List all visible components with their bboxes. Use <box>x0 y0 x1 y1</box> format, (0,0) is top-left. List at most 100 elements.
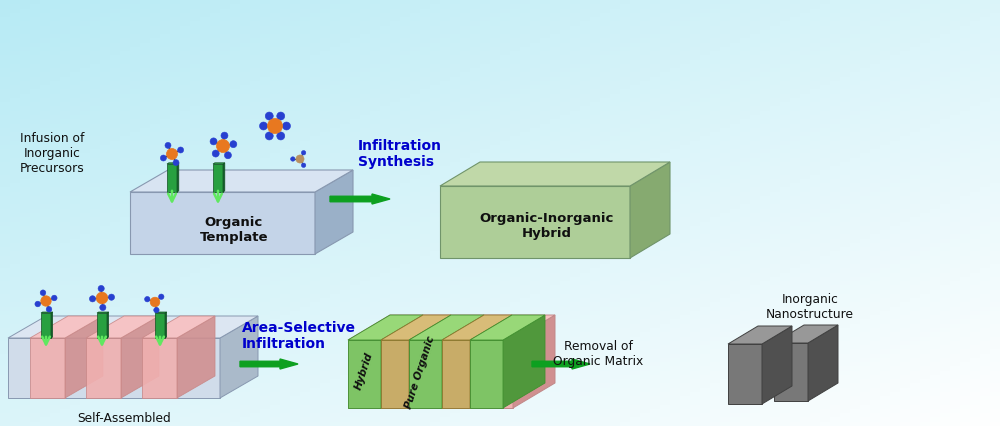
Polygon shape <box>440 162 670 186</box>
Polygon shape <box>348 340 381 408</box>
Text: Self-Assembled
Block copolymers: Self-Assembled Block copolymers <box>70 412 178 426</box>
Circle shape <box>283 122 290 130</box>
Polygon shape <box>503 315 545 408</box>
Circle shape <box>210 138 217 145</box>
Polygon shape <box>167 163 179 164</box>
Polygon shape <box>470 315 512 408</box>
Polygon shape <box>121 316 159 398</box>
Polygon shape <box>30 316 103 338</box>
Circle shape <box>260 122 268 130</box>
Polygon shape <box>442 340 470 408</box>
Polygon shape <box>97 312 109 313</box>
Circle shape <box>35 301 41 307</box>
Circle shape <box>268 118 283 133</box>
Polygon shape <box>728 326 792 344</box>
FancyArrow shape <box>240 359 298 369</box>
Circle shape <box>296 155 304 163</box>
Circle shape <box>154 308 159 313</box>
Polygon shape <box>630 162 670 258</box>
Polygon shape <box>220 316 258 398</box>
Polygon shape <box>315 170 353 254</box>
Circle shape <box>277 112 285 120</box>
Polygon shape <box>41 313 51 338</box>
Circle shape <box>166 149 178 159</box>
Circle shape <box>224 152 231 159</box>
Polygon shape <box>65 316 103 398</box>
Circle shape <box>40 290 46 296</box>
Polygon shape <box>86 338 121 398</box>
Text: Infiltration
Synthesis: Infiltration Synthesis <box>358 139 442 169</box>
Polygon shape <box>728 344 762 404</box>
Circle shape <box>178 147 184 153</box>
Circle shape <box>221 132 228 139</box>
Circle shape <box>301 150 306 155</box>
Text: Removal of
Organic Matrix: Removal of Organic Matrix <box>553 340 643 368</box>
Polygon shape <box>130 170 353 192</box>
Circle shape <box>96 292 108 304</box>
Circle shape <box>265 112 273 120</box>
Polygon shape <box>409 340 442 408</box>
Polygon shape <box>142 338 177 398</box>
Polygon shape <box>130 192 315 254</box>
Polygon shape <box>442 315 484 408</box>
Circle shape <box>98 285 104 292</box>
Polygon shape <box>348 340 513 408</box>
Polygon shape <box>8 338 220 398</box>
Polygon shape <box>762 326 792 404</box>
FancyArrow shape <box>330 194 390 204</box>
Polygon shape <box>409 315 451 408</box>
Text: Organic
Template: Organic Template <box>200 216 268 245</box>
Circle shape <box>46 306 52 312</box>
Polygon shape <box>381 315 423 408</box>
Polygon shape <box>381 340 409 408</box>
Polygon shape <box>177 163 179 192</box>
Circle shape <box>291 157 295 161</box>
Polygon shape <box>8 316 258 338</box>
Circle shape <box>100 304 106 311</box>
Text: Hybrid: Hybrid <box>353 351 375 391</box>
Circle shape <box>160 155 166 161</box>
Polygon shape <box>348 315 555 340</box>
Polygon shape <box>41 312 53 313</box>
Text: Pure Organic: Pure Organic <box>404 335 436 410</box>
Polygon shape <box>107 312 109 338</box>
Circle shape <box>159 294 164 299</box>
Polygon shape <box>442 315 512 340</box>
FancyArrow shape <box>532 359 590 369</box>
Polygon shape <box>808 325 838 401</box>
Polygon shape <box>470 340 503 408</box>
Polygon shape <box>51 312 53 338</box>
Polygon shape <box>155 312 167 313</box>
Text: Infusion of
Inorganic
Precursors: Infusion of Inorganic Precursors <box>20 132 84 176</box>
Polygon shape <box>30 338 65 398</box>
Polygon shape <box>167 164 177 192</box>
Polygon shape <box>142 316 215 338</box>
Polygon shape <box>774 325 838 343</box>
Polygon shape <box>213 164 223 192</box>
Polygon shape <box>155 313 165 338</box>
Polygon shape <box>774 343 808 401</box>
Circle shape <box>108 294 115 300</box>
Polygon shape <box>348 315 423 340</box>
Circle shape <box>41 296 51 306</box>
Circle shape <box>89 296 96 302</box>
Text: Organic-Inorganic
Hybrid: Organic-Inorganic Hybrid <box>480 212 614 239</box>
Circle shape <box>145 296 150 302</box>
Circle shape <box>150 297 160 307</box>
Polygon shape <box>97 313 107 338</box>
Circle shape <box>277 132 285 140</box>
Circle shape <box>265 132 273 140</box>
Circle shape <box>212 150 219 157</box>
Polygon shape <box>223 163 225 192</box>
Text: Area-Selective
Infiltration: Area-Selective Infiltration <box>242 321 356 351</box>
Polygon shape <box>177 316 215 398</box>
Polygon shape <box>513 315 555 408</box>
Text: Inorganic
Nanostructure: Inorganic Nanostructure <box>766 293 854 321</box>
Circle shape <box>51 295 57 301</box>
Polygon shape <box>381 315 451 340</box>
Circle shape <box>301 163 306 167</box>
Polygon shape <box>213 163 225 164</box>
Polygon shape <box>409 315 484 340</box>
Polygon shape <box>86 316 159 338</box>
Polygon shape <box>165 312 167 338</box>
